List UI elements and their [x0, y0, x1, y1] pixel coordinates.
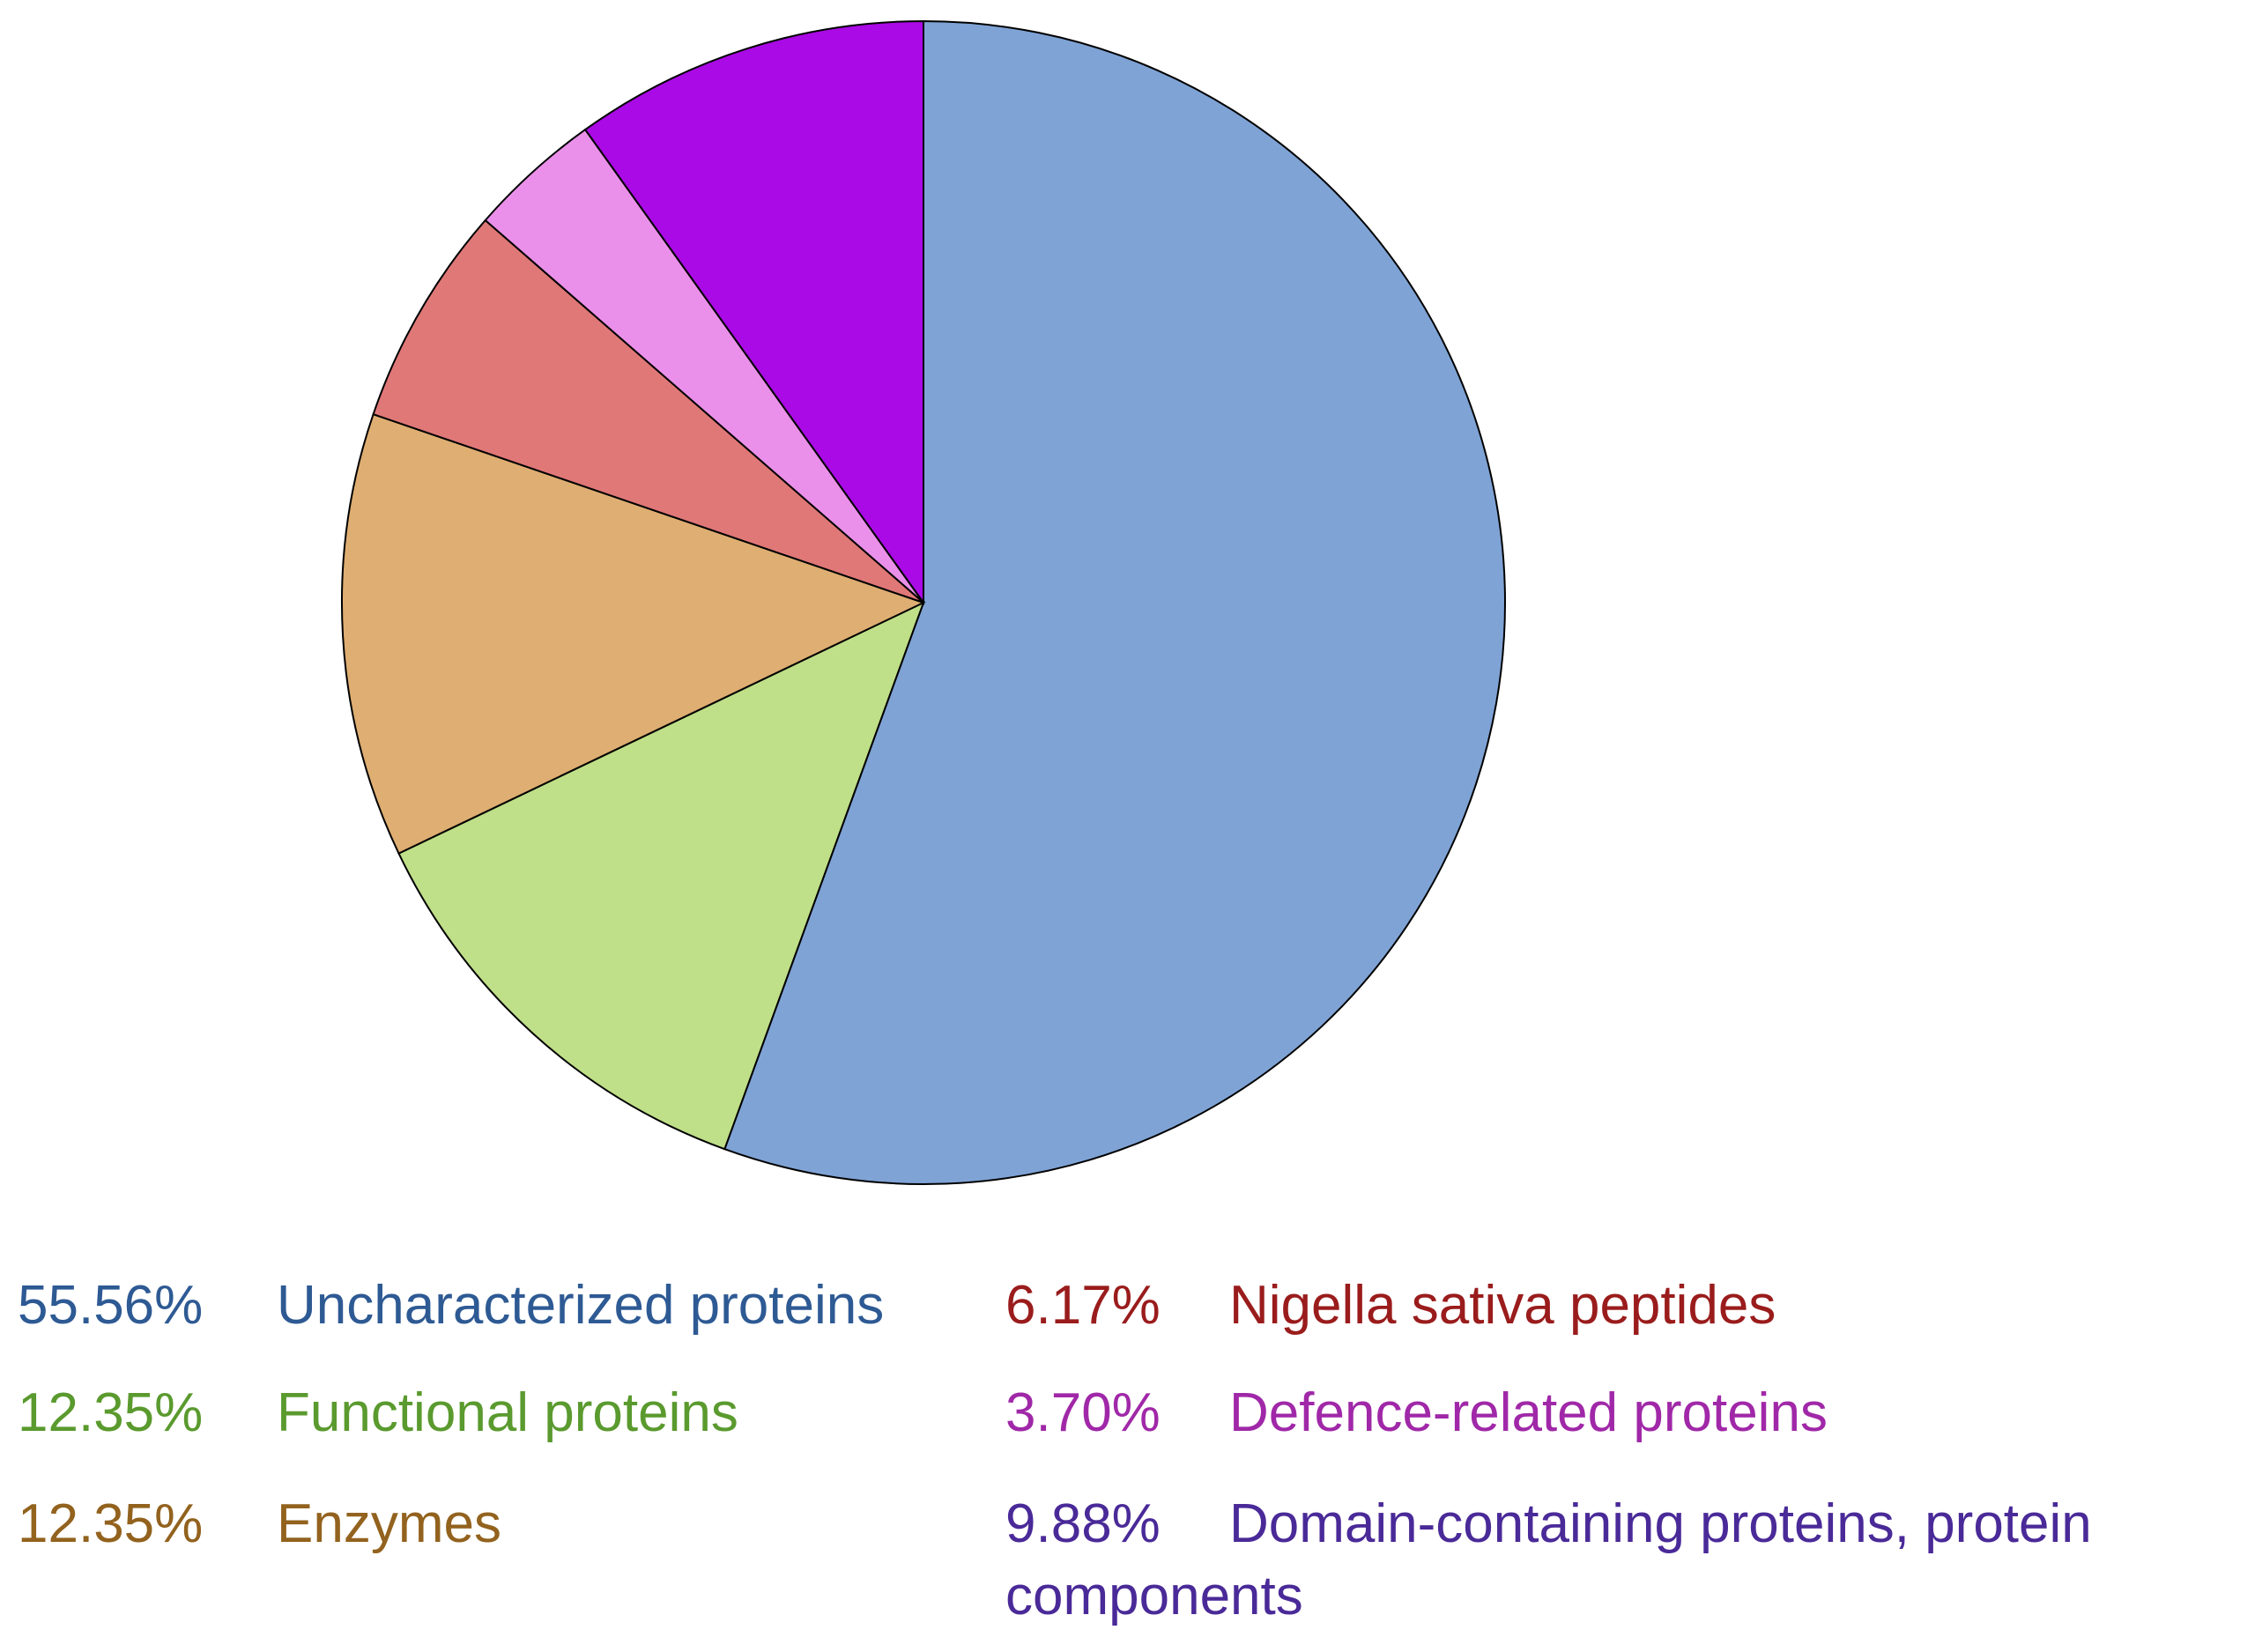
- legend-percent: 6.17%: [1005, 1275, 1161, 1336]
- legend-entry: 9.88% Domain-containing proteins, protein…: [1005, 1488, 2257, 1633]
- legend-label: Defence-related proteins: [1229, 1382, 1828, 1443]
- legend-percent: 3.70%: [1005, 1382, 1161, 1443]
- legend-entry: 3.70% Defence-related proteins: [1005, 1377, 2257, 1449]
- pie-slice: [723, 19, 1506, 1185]
- pie-chart: [341, 19, 1506, 1185]
- pie-slice: [583, 19, 924, 606]
- pie-slice: [341, 412, 926, 855]
- legend-percent: 12.35%: [18, 1382, 204, 1443]
- legend-entry: 12.35% Functional proteins: [18, 1377, 1005, 1449]
- legend-label: Domain-containing proteins, protein comp…: [1005, 1493, 2092, 1626]
- legend-label: Nigella sativa peptides: [1229, 1275, 1776, 1336]
- legend-label: Functional proteins: [277, 1382, 738, 1443]
- legend-percent: 9.88%: [1005, 1493, 1161, 1554]
- legend-entry: 12.35% Enzymes: [18, 1488, 1005, 1560]
- legend-percent: 12.35%: [18, 1493, 204, 1554]
- legend-label: Uncharacterized proteins: [277, 1275, 885, 1336]
- legend-entry: 6.17% Nigella sativa peptides: [1005, 1270, 2257, 1342]
- pie-slice: [372, 219, 924, 604]
- legend-entry: 55.56% Uncharacterized proteins: [18, 1270, 1005, 1342]
- legend-label: Enzymes: [277, 1493, 501, 1554]
- pie-slice: [397, 601, 925, 1151]
- legend-percent: 55.56%: [18, 1275, 204, 1336]
